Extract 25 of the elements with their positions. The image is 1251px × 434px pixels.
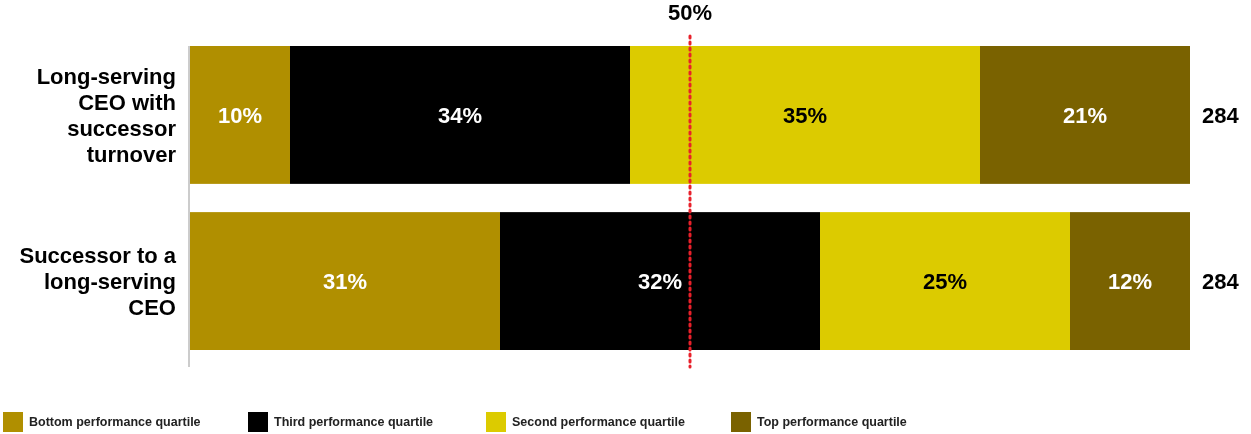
- legend-label: Bottom performance quartile: [29, 415, 201, 430]
- y-tick-label: Long-serving CEO with successor turnover: [36, 63, 177, 167]
- ref-line-label: 50%: [667, 0, 713, 25]
- data-label: 35%: [782, 102, 828, 128]
- data-label: 10%: [217, 102, 263, 128]
- bar: [980, 46, 1190, 184]
- bar: [630, 46, 980, 184]
- annotation: 284: [1202, 102, 1240, 128]
- y-tick-label: Successor to a long-serving CEO: [19, 242, 177, 320]
- annotation: 284: [1202, 268, 1240, 294]
- data-label: 31%: [322, 268, 368, 294]
- legend-label: Second performance quartile: [512, 415, 686, 430]
- bar: [190, 46, 290, 184]
- data-label: 34%: [437, 102, 483, 128]
- bar: [190, 212, 500, 350]
- bar: [290, 46, 630, 184]
- legend-label: Third performance quartile: [274, 415, 434, 430]
- data-label: 21%: [1062, 102, 1108, 128]
- data-label: 32%: [637, 268, 683, 294]
- bar: [500, 212, 820, 350]
- bar: [1070, 212, 1190, 350]
- data-label: 25%: [922, 268, 968, 294]
- data-label: 12%: [1107, 268, 1153, 294]
- bar: [820, 212, 1070, 350]
- legend-label: Top performance quartile: [757, 415, 907, 430]
